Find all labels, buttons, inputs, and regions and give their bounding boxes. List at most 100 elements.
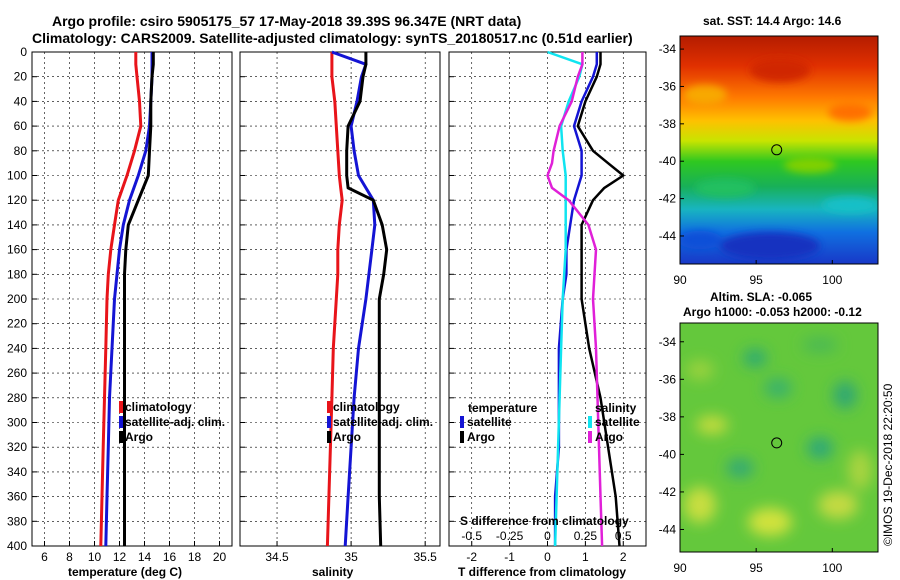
t-difference-axis-label: T difference from climatology xyxy=(458,565,626,579)
title-line-1: Argo profile: csiro 5905175_57 17-May-20… xyxy=(52,13,521,29)
t-difference-tick-labels: -2 -1 0 1 2 xyxy=(466,550,627,564)
x-tick-label: 14 xyxy=(138,550,152,564)
depth-tick-label: 100 xyxy=(7,169,27,183)
s-difference-axis-label: S difference from climatology xyxy=(460,514,629,528)
map-lon-tick-label: 95 xyxy=(749,273,763,287)
temperature-legend: climatology satellite-adj. clim. Argo xyxy=(119,400,225,444)
x-tick-label: 34.5 xyxy=(265,550,289,564)
legend-title-salinity: salinity xyxy=(595,401,637,415)
s-difference-tick-label: -0.25 xyxy=(496,529,524,543)
sla-map-panel: Altim. SLA: -0.065 Argo h1000: -0.053 h2… xyxy=(659,290,879,575)
salinity-tick-labels: 34.5 35 35.5 xyxy=(265,550,437,564)
difference-series xyxy=(546,50,625,547)
legend-marker-temperature-argo xyxy=(460,431,464,443)
map-lat-tick-label: -36 xyxy=(659,79,677,93)
map-lat-tick-label: -38 xyxy=(659,410,677,424)
depth-tick-label: 400 xyxy=(7,539,27,553)
x-tick-label: 2 xyxy=(620,550,627,564)
temperature-axis-label: temperature (deg C) xyxy=(68,565,182,579)
depth-tick-label: 120 xyxy=(7,193,27,207)
series-line-argo xyxy=(123,52,155,546)
depth-tick-label: 260 xyxy=(7,366,27,380)
temperature-series xyxy=(99,52,155,547)
depth-tick-label: 380 xyxy=(7,514,27,528)
sla-map-subtitle: Argo h1000: -0.053 h2000: -0.12 xyxy=(683,305,862,319)
x-tick-label: 1 xyxy=(582,550,589,564)
depth-tick-labels: 0 20 40 60 80 100 120 140 160 180 200 220 240 260 280 3… xyxy=(7,45,27,553)
x-tick-label: 8 xyxy=(66,550,73,564)
series-line-salinity-satellite xyxy=(547,50,584,547)
legend-marker-satellite xyxy=(119,416,123,428)
legend-label-salinity-argo: Argo xyxy=(595,430,623,444)
depth-tick-label: 140 xyxy=(7,218,27,232)
argo-float-marker-sla xyxy=(771,437,783,449)
legend-label-argo: Argo xyxy=(333,430,361,444)
legend-label-satellite: satellite-adj. clim. xyxy=(125,415,225,429)
depth-tick-label: 180 xyxy=(7,267,27,281)
legend-marker-salinity-argo xyxy=(588,431,592,443)
map-lat-tick-label: -42 xyxy=(659,485,677,499)
salinity-axis-label: salinity xyxy=(312,565,354,579)
legend-marker-temperature-satellite xyxy=(460,416,464,428)
depth-tick-label: 160 xyxy=(7,243,27,257)
map-lon-tick-label: 100 xyxy=(822,561,842,575)
series-line-argo xyxy=(345,52,389,547)
x-tick-label: 35.5 xyxy=(414,550,438,564)
salinity-panel: 34.5 35 35.5 salinity climatology satellit… xyxy=(239,50,441,579)
depth-tick-label: 360 xyxy=(7,490,27,504)
s-difference-tick-label: 0 xyxy=(544,529,551,543)
map-lat-tick-label: -40 xyxy=(659,447,677,461)
map-lon-tick-label: 90 xyxy=(673,561,687,575)
legend-label-temperature-satellite: satellite xyxy=(467,415,512,429)
series-line-climatology xyxy=(325,52,344,547)
legend-label-argo: Argo xyxy=(125,430,153,444)
map-lat-tick-label: -40 xyxy=(659,154,677,168)
x-tick-label: 18 xyxy=(188,550,202,564)
map-lat-tick-label: -34 xyxy=(659,42,677,56)
series-line-salinity-argo xyxy=(546,52,604,547)
temperature-grid xyxy=(32,51,232,547)
legend-title-temperature: temperature xyxy=(468,401,538,415)
sla-map-ticks: 90 95 100 -34 -36 -38 -40 -42 -44 xyxy=(659,335,843,575)
legend-label-temperature-argo: Argo xyxy=(467,430,495,444)
temperature-panel: 0 20 40 60 80 100 120 140 160 180 200 220 240 260 280 3… xyxy=(7,45,233,579)
title-line-2: Climatology: CARS2009. Satellite-adjuste… xyxy=(32,30,633,46)
map-lat-tick-label: -44 xyxy=(659,522,677,536)
x-tick-label: -1 xyxy=(504,550,515,564)
depth-tick-label: 20 xyxy=(14,70,28,84)
sla-heatmap xyxy=(680,323,878,552)
depth-tick-label: 80 xyxy=(14,144,28,158)
legend-marker-satellite xyxy=(327,416,331,428)
x-tick-label: 35 xyxy=(344,550,358,564)
depth-tick-label: 320 xyxy=(7,440,27,454)
sla-map-title: Altim. SLA: -0.065 xyxy=(710,290,812,304)
depth-tick-label: 300 xyxy=(7,416,27,430)
depth-tick-label: 240 xyxy=(7,341,27,355)
temperature-tick-labels: 6 8 10 12 14 16 18 20 xyxy=(41,550,226,564)
series-line-temperature-argo xyxy=(576,52,625,547)
x-tick-label: 0 xyxy=(544,550,551,564)
map-lon-tick-label: 90 xyxy=(673,273,687,287)
x-tick-label: 6 xyxy=(41,550,48,564)
map-lon-tick-label: 95 xyxy=(749,561,763,575)
legend-label-salinity-satellite: satellite xyxy=(595,415,640,429)
difference-legend: temperature satellite Argo salinity sate… xyxy=(460,401,640,444)
depth-tick-label: 0 xyxy=(20,45,27,59)
difference-panel: -2 -1 0 1 2 -0.5 -0.25 0 0.25 0.5 S difference f… xyxy=(448,50,647,579)
map-lat-tick-label: -42 xyxy=(659,192,677,206)
x-tick-label: 12 xyxy=(113,550,127,564)
s-difference-tick-label: -0.5 xyxy=(461,529,482,543)
argo-float-marker-sst xyxy=(771,144,783,156)
legend-marker-climatology xyxy=(327,401,331,413)
sst-map-title: sat. SST: 14.4 Argo: 14.6 xyxy=(703,14,842,28)
map-lat-tick-label: -38 xyxy=(659,117,677,131)
s-difference-tick-labels: -0.5 -0.25 0 0.25 0.5 xyxy=(461,529,632,543)
salinity-legend: climatology satellite-adj. clim. Argo xyxy=(327,400,433,444)
map-lon-tick-label: 100 xyxy=(822,273,842,287)
depth-tick-label: 280 xyxy=(7,391,27,405)
legend-label-satellite: satellite-adj. clim. xyxy=(333,415,433,429)
map-lat-tick-label: -36 xyxy=(659,372,677,386)
sla-map-frame xyxy=(679,322,879,553)
legend-marker-salinity-satellite xyxy=(588,416,592,428)
series-line-climatology xyxy=(99,52,143,547)
